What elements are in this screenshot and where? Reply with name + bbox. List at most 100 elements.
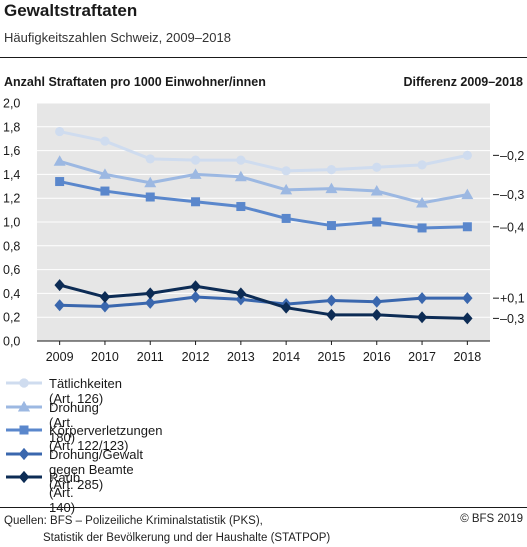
header-divider: [0, 57, 527, 58]
data-point: [326, 308, 337, 321]
chart-title: Gewaltstraftaten: [4, 1, 138, 20]
data-point: [371, 295, 382, 308]
source-line-1: Quellen: BFS – Polizeiliche Kriminalstat…: [4, 515, 263, 527]
legend-marker: [6, 400, 42, 411]
footer-divider: [0, 507, 527, 508]
x-tick-label: 2016: [363, 350, 391, 364]
legend-symbol: [18, 400, 30, 411]
data-point: [53, 155, 66, 166]
y-tick-label: 0,6: [3, 263, 20, 277]
y-tick-label: 1,0: [3, 216, 20, 230]
x-tick-label: 2012: [182, 350, 210, 364]
data-point: [280, 301, 292, 314]
diff-label: –0,3: [500, 188, 524, 202]
legend-symbol: [19, 425, 29, 435]
series-line: [59, 159, 468, 205]
difference-label: Differenz 2009–2018: [403, 75, 523, 89]
data-point: [144, 176, 157, 188]
data-point: [416, 311, 428, 324]
data-point: [190, 290, 201, 303]
diff-label: –0,2: [500, 149, 524, 163]
x-tick-label: 2018: [453, 350, 481, 364]
source-line-2: Statistik der Bevölkerung und der Hausha…: [43, 532, 331, 544]
data-point: [280, 183, 293, 195]
data-point: [234, 170, 247, 182]
chart-subtitle: Häufigkeitszahlen Schweiz, 2009–2018: [4, 30, 231, 45]
y-tick-label: 0,2: [3, 311, 20, 325]
data-point: [417, 160, 427, 170]
data-point: [55, 177, 65, 187]
series-line: [59, 283, 468, 320]
legend-marker: [6, 471, 42, 483]
data-point: [236, 202, 246, 212]
legend-symbol: [18, 471, 30, 483]
data-point: [190, 280, 201, 293]
legend-symbol: [19, 378, 29, 388]
diff-label: +0,1: [500, 292, 525, 306]
legend-label: Körperverletzungen (Art. 122/123): [49, 423, 163, 453]
data-point: [326, 165, 337, 175]
y-tick-label: 0,4: [3, 287, 20, 301]
legend-marker: [6, 447, 42, 460]
data-point: [325, 182, 338, 194]
data-point: [145, 154, 155, 164]
data-point: [99, 290, 111, 303]
data-point: [370, 185, 383, 196]
y-tick-label: 0,8: [3, 239, 20, 253]
y-tick-label: 2,0: [3, 97, 20, 111]
y-tick-label: 1,2: [3, 192, 20, 206]
data-point: [145, 296, 156, 309]
x-tick-label: 2011: [137, 350, 164, 364]
y-tick-label: 1,6: [3, 144, 20, 158]
data-point: [371, 308, 382, 321]
data-point: [281, 213, 291, 223]
data-point: [462, 292, 473, 305]
legend-symbol: [18, 447, 30, 460]
copyright: © BFS 2019: [460, 513, 523, 525]
data-point: [461, 188, 474, 200]
data-point: [462, 222, 472, 232]
series-line: [59, 130, 468, 173]
diff-label: –0,3: [500, 312, 524, 326]
data-point: [326, 294, 337, 307]
data-point: [326, 221, 336, 231]
data-point: [462, 150, 472, 160]
data-point: [190, 155, 201, 165]
data-point: [417, 223, 427, 233]
data-point: [100, 186, 110, 196]
data-point: [372, 162, 382, 172]
diff-label: –0,4: [500, 220, 524, 234]
y-tick-label: 0,0: [3, 335, 20, 349]
data-point: [416, 292, 428, 305]
y-axis-label: Anzahl Straftaten pro 1000 Einwohner/inn…: [4, 75, 266, 89]
legend-label: Drohung/Gewalt gegen Beamte (Art. 285): [49, 446, 143, 492]
data-point: [235, 287, 247, 300]
x-tick-label: 2015: [318, 350, 346, 364]
data-point: [372, 217, 382, 227]
source-note: Quellen: BFS – Polizeiliche Kriminalstat…: [4, 513, 330, 547]
y-tick-label: 1,4: [3, 168, 20, 182]
data-point: [99, 300, 111, 313]
data-point: [54, 299, 65, 312]
line-chart: 0,0 0,2 0,4 0,6 0,8 1,0 1,2 1,4 1,6 1,8 2,0 2009 201…: [3, 97, 525, 365]
x-tick-label: 2009: [46, 350, 74, 364]
data-point: [100, 136, 110, 146]
legend-marker: [6, 378, 42, 388]
x-tick-label: 2010: [91, 350, 119, 364]
data-point: [416, 196, 429, 208]
data-point: [145, 287, 156, 300]
data-point: [54, 279, 65, 292]
data-point: [55, 126, 65, 137]
legend-marker: [6, 425, 42, 435]
data-point: [281, 166, 291, 176]
series-line: [59, 180, 468, 230]
legend-label: Tätlichkeiten (Art. 126): [49, 376, 122, 406]
x-tick-label: 2013: [227, 350, 255, 364]
y-tick-label: 1,8: [3, 120, 20, 134]
data-point: [236, 155, 246, 165]
data-point: [191, 197, 201, 207]
data-point: [98, 168, 111, 179]
data-point: [189, 168, 202, 179]
x-tick-label: 2014: [272, 350, 300, 364]
data-point: [462, 312, 473, 325]
